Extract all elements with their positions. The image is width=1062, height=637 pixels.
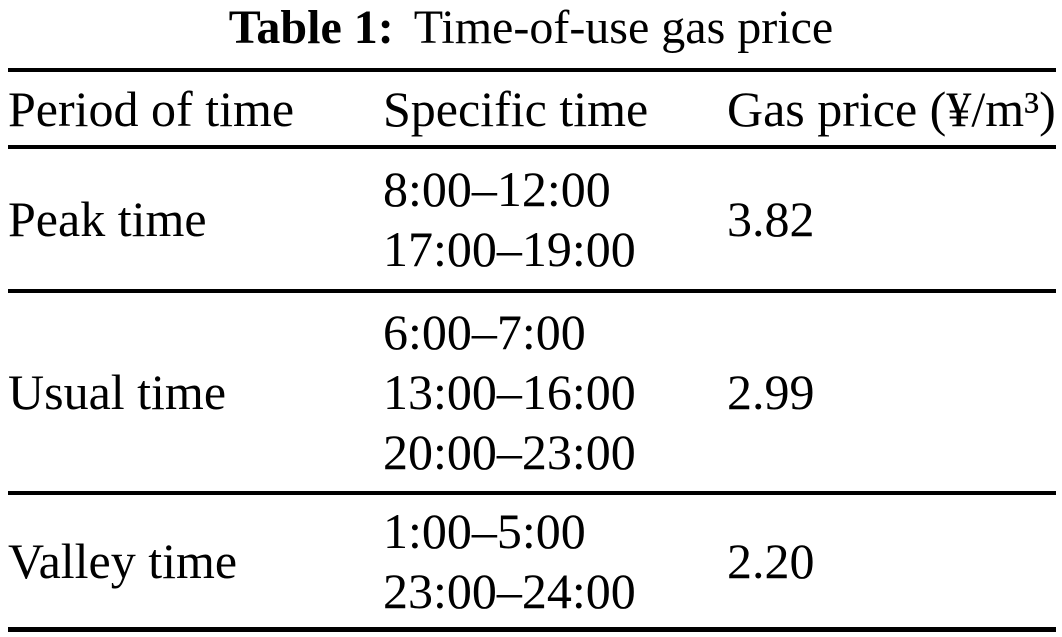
table-row-usual-time: Usual time 6:00–7:00 13:00–16:00 20:00–2…: [8, 293, 1056, 495]
col-header-specific-time: Specific time: [380, 68, 725, 149]
col-header-period-of-time: Period of time: [8, 68, 380, 149]
col-header-gas-price: Gas price (¥/m³): [725, 68, 1056, 149]
header-row: Period of time Specific time Gas price (…: [8, 68, 1056, 149]
table-row-valley-time: Valley time 1:00–5:00 23:00–24:00 2.20: [8, 495, 1056, 632]
price-cell: 3.82: [725, 149, 1056, 293]
time-range: 6:00–7:00: [383, 304, 586, 360]
table-caption-label: Table 1:: [228, 1, 394, 54]
time-range: 8:00–12:00: [383, 161, 611, 217]
time-range: 1:00–5:00: [383, 503, 586, 559]
times-cell: 1:00–5:00 23:00–24:00: [380, 495, 725, 632]
time-range: 17:00–19:00: [383, 221, 636, 277]
times-cell: 6:00–7:00 13:00–16:00 20:00–23:00: [380, 293, 725, 495]
time-range: 20:00–23:00: [383, 424, 636, 480]
table-caption-title: Time-of-use gas price: [413, 1, 834, 54]
period-cell: Valley time: [8, 495, 380, 632]
period-cell: Peak time: [8, 149, 380, 293]
period-cell: Usual time: [8, 293, 380, 495]
times-cell: 8:00–12:00 17:00–19:00: [380, 149, 725, 293]
table-caption: Table 1: Time-of-use gas price: [0, 0, 1062, 56]
time-range: 13:00–16:00: [383, 364, 636, 420]
price-cell: 2.20: [725, 495, 1056, 632]
time-of-use-gas-price-table: Period of time Specific time Gas price (…: [8, 68, 1056, 632]
table-row-peak-time: Peak time 8:00–12:00 17:00–19:00 3.82: [8, 149, 1056, 293]
price-cell: 2.99: [725, 293, 1056, 495]
time-range: 23:00–24:00: [383, 563, 636, 619]
